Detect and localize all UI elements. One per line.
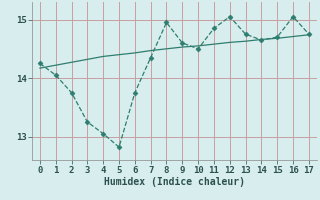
X-axis label: Humidex (Indice chaleur): Humidex (Indice chaleur) bbox=[104, 177, 245, 187]
